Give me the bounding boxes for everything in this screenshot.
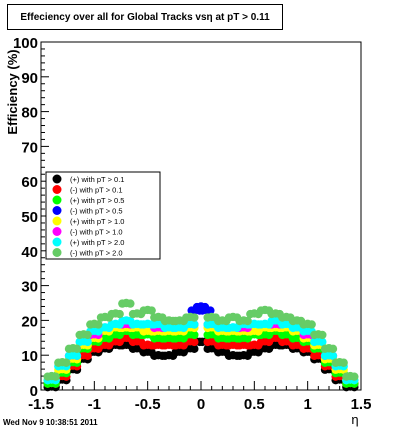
data-point xyxy=(126,299,135,308)
data-point xyxy=(51,372,60,381)
legend-entry-label: (-) with pT > 0.5 xyxy=(70,207,123,216)
legend-entry-label: (-) with pT > 0.1 xyxy=(70,186,123,195)
y-tick-label: 70 xyxy=(21,139,38,156)
data-point xyxy=(190,313,199,322)
legend-marker xyxy=(52,195,62,205)
x-tick-label: 1 xyxy=(303,396,311,413)
x-tick-label: -0.5 xyxy=(135,396,161,413)
timestamp: Wed Nov 9 10:38:51 2011 xyxy=(3,418,98,427)
y-tick-label: 50 xyxy=(21,209,38,226)
data-point xyxy=(206,306,215,315)
y-tick-label: 80 xyxy=(21,105,38,122)
y-tick-label: 90 xyxy=(21,70,38,87)
data-point xyxy=(190,344,199,354)
legend-box xyxy=(45,171,161,260)
series xyxy=(187,302,215,315)
y-tick-label: 20 xyxy=(21,313,38,330)
x-tick-label: -1.5 xyxy=(28,396,54,413)
chart-title: Effeciency over all for Global Tracks vs… xyxy=(7,4,283,30)
data-point xyxy=(243,316,252,326)
legend-marker xyxy=(52,248,62,257)
data-point xyxy=(190,337,199,347)
legend-entry-label: (+) with pT > 0.1 xyxy=(70,175,124,184)
legend-marker xyxy=(52,185,62,194)
data-point xyxy=(190,320,199,329)
data-point xyxy=(350,372,359,381)
data-point xyxy=(190,330,199,340)
series-layer xyxy=(43,298,359,392)
legend-entry-label: (-) with pT > 1.0 xyxy=(70,228,123,237)
legend-marker xyxy=(52,206,62,215)
data-point xyxy=(94,320,103,329)
legend-entry-label: (+) with pT > 2.0 xyxy=(70,238,124,247)
legend-entry-label: (+) with pT > 0.5 xyxy=(70,196,124,205)
legend-marker xyxy=(52,216,62,226)
data-point xyxy=(83,330,92,340)
x-tick-label: 1.5 xyxy=(351,396,372,413)
data-point xyxy=(72,351,82,360)
legend-marker xyxy=(52,227,62,236)
data-point xyxy=(147,306,156,315)
x-tick-label: 0.5 xyxy=(244,396,265,413)
data-point xyxy=(318,337,327,347)
data-point xyxy=(62,358,71,367)
data-point xyxy=(339,358,348,367)
y-tick-label: 0 xyxy=(30,383,38,400)
y-axis-label: Efficiency (%) xyxy=(5,49,20,134)
legend-entry-label: (+) with pT > 1.0 xyxy=(70,217,124,226)
data-point xyxy=(307,320,316,329)
data-point xyxy=(328,344,338,354)
data-point xyxy=(72,344,82,354)
data-point xyxy=(318,330,327,340)
data-point xyxy=(83,337,92,347)
x-axis-label: η xyxy=(351,412,358,427)
x-tick-label: -1 xyxy=(88,396,101,413)
y-tick-label: 100 xyxy=(13,35,38,52)
legend: (+) with pT > 0.1(-) with pT > 0.1(+) wi… xyxy=(45,171,161,260)
y-tick-label: 10 xyxy=(21,348,38,365)
y-tick-label: 40 xyxy=(21,244,38,261)
legend-marker xyxy=(52,237,62,247)
data-point xyxy=(328,351,338,360)
x-axis: -1.5 -1 -0.5 0 0.5 1 1.5 xyxy=(28,381,371,413)
y-tick-label: 30 xyxy=(21,279,38,296)
series xyxy=(43,298,359,381)
legend-entry-label: (-) with pT > 2.0 xyxy=(70,249,123,258)
x-tick-label: 0 xyxy=(197,396,205,413)
data-point xyxy=(83,351,92,360)
y-tick-label: 60 xyxy=(21,174,38,191)
data-point xyxy=(115,309,124,319)
y-axis: 0 10 20 30 40 50 60 70 80 90 100 xyxy=(13,35,49,400)
legend-marker xyxy=(52,174,62,184)
